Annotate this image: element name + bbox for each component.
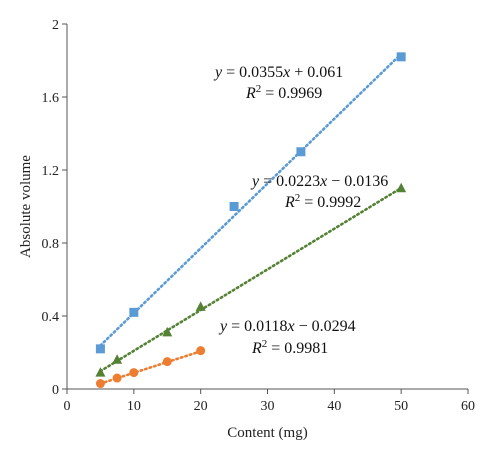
circle-marker [162, 357, 172, 367]
trendline-equation: y = 0.0223x − 0.0136 [250, 173, 388, 190]
x-tick-label: 10 [127, 399, 141, 414]
y-tick-label: 0.4 [42, 310, 60, 325]
equation-part: + 0.061 [290, 64, 343, 81]
x-tick-label: 40 [327, 399, 341, 414]
trendline-series-1 [99, 52, 403, 347]
circle-marker [129, 368, 139, 378]
x-tick-label: 0 [64, 399, 71, 414]
y-tick-label: 1.2 [42, 164, 60, 179]
y-tick-label: 1.6 [42, 91, 60, 106]
circle-marker [112, 373, 122, 383]
r-squared-value: = 0.9992 [300, 194, 361, 211]
x-tick-label: 60 [461, 399, 475, 414]
square-marker [296, 147, 306, 157]
r-squared-label: R2 = 0.9969 [245, 83, 322, 102]
r-symbol: R [251, 340, 262, 357]
r-squared-value: = 0.9969 [261, 85, 322, 102]
trendline-series-2 [99, 186, 403, 373]
equation-part: y [250, 173, 260, 190]
r-squared-value: = 0.9981 [267, 340, 328, 357]
equation-part: − 0.0136 [327, 173, 388, 190]
y-tick-label: 2 [52, 18, 59, 33]
y-tick-label: 0 [52, 383, 59, 398]
data-point-layer [95, 52, 407, 389]
x-tick-label: 50 [394, 399, 408, 414]
trendline-equation: y = 0.0118x − 0.0294 [218, 318, 356, 335]
square-marker [396, 52, 406, 62]
square-marker [95, 344, 105, 354]
equation-part: y [213, 64, 223, 81]
trendline-equation: y = 0.0355x + 0.061 [213, 64, 343, 81]
equation-part: − 0.0294 [295, 318, 356, 335]
x-tick-label: 30 [261, 399, 275, 414]
r-squared-exponent: 2 [256, 83, 262, 95]
triangle-marker [112, 354, 123, 364]
x-axis-ticks: 0 10 20 30 40 50 60 [64, 389, 475, 414]
triangle-marker [162, 326, 173, 337]
r-symbol: R [245, 85, 256, 102]
square-marker [229, 202, 239, 211]
r-squared-exponent: 2 [295, 192, 301, 204]
y-axis-ticks: 0 0.4 0.8 1.2 1.6 2 [42, 18, 67, 398]
equation-part: = 0.0355 [222, 64, 283, 81]
circle-marker [196, 346, 206, 356]
equation-part: y [218, 318, 228, 335]
square-marker [129, 307, 139, 317]
triangle-marker [195, 301, 206, 311]
x-axis-title: Content (mg) [227, 425, 307, 441]
r-squared-label: R2 = 0.9992 [284, 192, 361, 211]
r-squared-exponent: 2 [262, 338, 268, 350]
equation-part: x [282, 64, 290, 81]
equation-part: x [287, 318, 295, 335]
triangle-marker [95, 367, 106, 377]
equation-part: = 0.0118 [227, 318, 287, 335]
triangle-marker [396, 182, 407, 193]
equation-part: x [319, 173, 327, 190]
y-axis-title: Absolute volume [18, 155, 34, 258]
equation-part: = 0.0223 [259, 173, 320, 190]
r-squared-label: R2 = 0.9981 [251, 338, 328, 357]
y-tick-label: 0.8 [42, 237, 60, 252]
circle-marker [95, 379, 105, 389]
r-symbol: R [284, 194, 295, 211]
x-tick-label: 20 [194, 399, 208, 414]
